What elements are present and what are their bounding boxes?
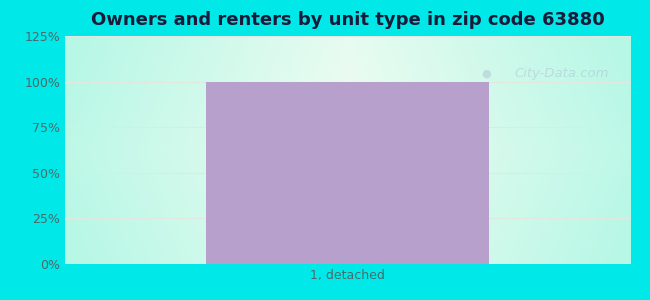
Bar — [207, 82, 489, 264]
Text: ●: ● — [482, 69, 491, 79]
Text: City-Data.com: City-Data.com — [515, 67, 609, 80]
Title: Owners and renters by unit type in zip code 63880: Owners and renters by unit type in zip c… — [91, 11, 604, 29]
